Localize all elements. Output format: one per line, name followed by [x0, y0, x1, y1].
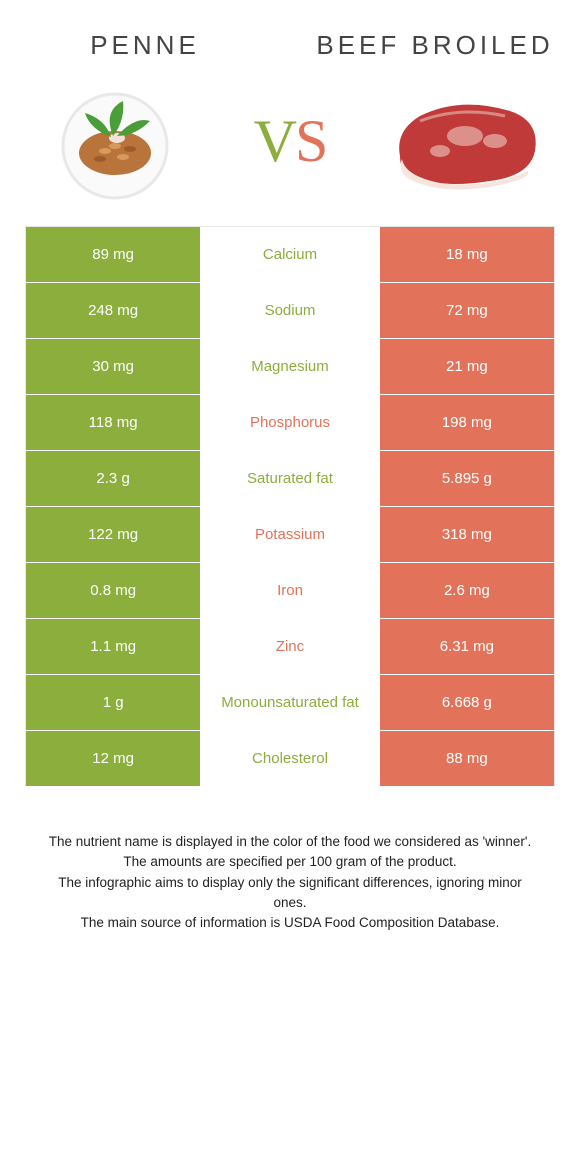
vs-v-letter: V: [254, 108, 295, 174]
table-row: 118 mgPhosphorus198 mg: [26, 395, 554, 451]
table-row: 12 mgCholesterol88 mg: [26, 731, 554, 787]
cell-nutrient-name: Sodium: [200, 283, 380, 338]
table-row: 122 mgPotassium318 mg: [26, 507, 554, 563]
penne-icon: [35, 81, 195, 201]
cell-nutrient-name: Saturated fat: [200, 451, 380, 506]
cell-left-value: 89 mg: [26, 227, 200, 282]
beef-icon: [380, 81, 550, 201]
food-title-left: Penne: [0, 30, 290, 61]
table-row: 2.3 gSaturated fat5.895 g: [26, 451, 554, 507]
cell-left-value: 30 mg: [26, 339, 200, 394]
cell-left-value: 118 mg: [26, 395, 200, 450]
cell-nutrient-name: Calcium: [200, 227, 380, 282]
header-left: Penne: [0, 30, 290, 61]
cell-right-value: 2.6 mg: [380, 563, 554, 618]
cell-right-value: 18 mg: [380, 227, 554, 282]
cell-nutrient-name: Cholesterol: [200, 731, 380, 786]
cell-nutrient-name: Monounsaturated fat: [200, 675, 380, 730]
cell-left-value: 1 g: [26, 675, 200, 730]
footer-notes: The nutrient name is displayed in the co…: [40, 832, 540, 933]
header: Penne Beef broiled: [0, 0, 580, 61]
table-row: 30 mgMagnesium21 mg: [26, 339, 554, 395]
cell-right-value: 198 mg: [380, 395, 554, 450]
nutrient-table: 89 mgCalcium18 mg248 mgSodium72 mg30 mgM…: [25, 226, 555, 787]
cell-left-value: 1.1 mg: [26, 619, 200, 674]
footer-line: The infographic aims to display only the…: [40, 873, 540, 914]
cell-right-value: 21 mg: [380, 339, 554, 394]
cell-right-value: 88 mg: [380, 731, 554, 786]
food-title-right: Beef broiled: [290, 30, 580, 61]
table-row: 0.8 mgIron2.6 mg: [26, 563, 554, 619]
cell-nutrient-name: Magnesium: [200, 339, 380, 394]
table-row: 1.1 mgZinc6.31 mg: [26, 619, 554, 675]
table-row: 248 mgSodium72 mg: [26, 283, 554, 339]
cell-nutrient-name: Zinc: [200, 619, 380, 674]
cell-right-value: 318 mg: [380, 507, 554, 562]
vs-s-letter: S: [295, 108, 326, 174]
footer-line: The nutrient name is displayed in the co…: [40, 832, 540, 852]
images-row: VS: [0, 61, 580, 226]
cell-right-value: 6.668 g: [380, 675, 554, 730]
cell-right-value: 5.895 g: [380, 451, 554, 506]
penne-image: [30, 81, 200, 201]
cell-left-value: 12 mg: [26, 731, 200, 786]
cell-nutrient-name: Phosphorus: [200, 395, 380, 450]
table-row: 1 gMonounsaturated fat6.668 g: [26, 675, 554, 731]
cell-left-value: 2.3 g: [26, 451, 200, 506]
cell-left-value: 122 mg: [26, 507, 200, 562]
cell-right-value: 6.31 mg: [380, 619, 554, 674]
cell-right-value: 72 mg: [380, 283, 554, 338]
header-right: Beef broiled: [290, 30, 580, 61]
vs-label: VS: [254, 107, 327, 176]
beef-image: [380, 81, 550, 201]
cell-nutrient-name: Potassium: [200, 507, 380, 562]
cell-left-value: 248 mg: [26, 283, 200, 338]
cell-nutrient-name: Iron: [200, 563, 380, 618]
cell-left-value: 0.8 mg: [26, 563, 200, 618]
footer-line: The main source of information is USDA F…: [40, 913, 540, 933]
table-row: 89 mgCalcium18 mg: [26, 227, 554, 283]
footer-line: The amounts are specified per 100 gram o…: [40, 852, 540, 872]
